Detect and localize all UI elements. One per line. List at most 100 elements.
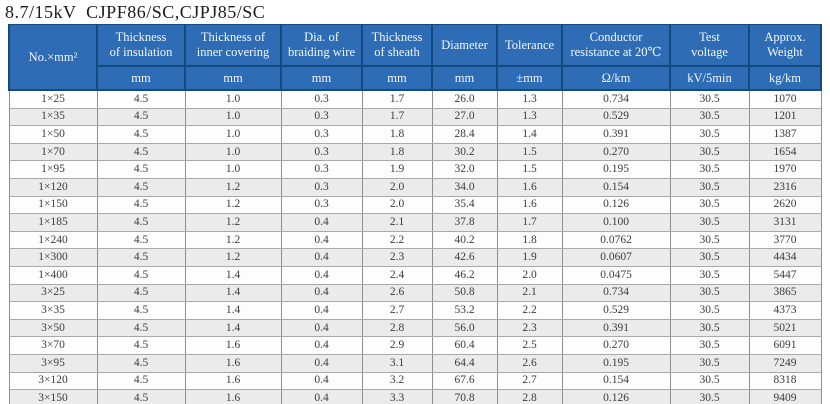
- value-cell: 70.8: [431, 389, 498, 404]
- size-cell: 3×35: [8, 301, 98, 320]
- value-cell: 30.5: [669, 107, 750, 127]
- value-cell: 40.2: [431, 230, 498, 250]
- value-cell: 3131: [748, 213, 822, 232]
- value-cell: 1.2: [184, 248, 282, 267]
- value-cell: 4.5: [96, 248, 186, 267]
- value-cell: 0.4: [280, 389, 363, 404]
- value-cell: 1.2: [184, 213, 282, 232]
- unit-diameter: mm: [431, 65, 498, 91]
- value-cell: 3865: [748, 283, 822, 303]
- value-cell: 4.5: [96, 353, 186, 373]
- value-cell: 56.0: [431, 318, 498, 338]
- value-cell: 2.3: [361, 248, 433, 267]
- table-row: 3×70 4.5 1.6 0.4 2.9 60.4 2.5 0.270 30.5 6091: [8, 336, 822, 355]
- value-cell: 1.9: [496, 248, 563, 267]
- value-cell: 30.5: [669, 336, 750, 355]
- value-cell: 1.0: [184, 125, 282, 144]
- value-cell: 1.7: [361, 107, 433, 127]
- value-cell: 2.8: [496, 389, 563, 404]
- size-cell: 3×95: [8, 353, 98, 373]
- unit-thickness-insulation: mm: [96, 65, 186, 91]
- value-cell: 0.4: [280, 301, 363, 320]
- value-cell: 30.5: [669, 213, 750, 232]
- value-cell: 6091: [748, 336, 822, 355]
- value-cell: 4.5: [96, 125, 186, 144]
- size-cell: 1×50: [8, 125, 98, 144]
- value-cell: 1.8: [361, 142, 433, 162]
- value-cell: 1.4: [184, 265, 282, 285]
- value-cell: 1.8: [361, 125, 433, 144]
- value-cell: 0.391: [561, 318, 671, 338]
- value-cell: 2.0: [361, 177, 433, 197]
- value-cell: 5447: [748, 265, 822, 285]
- value-cell: 2.7: [496, 371, 563, 391]
- value-cell: 0.0762: [561, 230, 671, 250]
- value-cell: 30.5: [669, 195, 750, 215]
- value-cell: 1.9: [361, 160, 433, 179]
- value-cell: 0.0607: [561, 248, 671, 267]
- unit-dia-braiding-wire: mm: [280, 65, 363, 91]
- value-cell: 0.4: [280, 336, 363, 355]
- table-row: 1×300 4.5 1.2 0.4 2.3 42.6 1.9 0.0607 30.5 4434: [8, 248, 822, 267]
- size-cell: 3×50: [8, 318, 98, 338]
- value-cell: 4.5: [96, 230, 186, 250]
- value-cell: 1.2: [184, 177, 282, 197]
- value-cell: 0.529: [561, 107, 671, 127]
- value-cell: 1.0: [184, 160, 282, 179]
- header-unit-row: mm mm mm mm mm ±mm Ω/km kV/5min kg/km: [9, 65, 822, 91]
- size-cell: 1×120: [8, 177, 98, 197]
- value-cell: 1.3: [496, 89, 563, 109]
- value-cell: 0.195: [561, 353, 671, 373]
- value-cell: 2.2: [496, 301, 563, 320]
- value-cell: 5021: [748, 318, 822, 338]
- value-cell: 1.6: [184, 353, 282, 373]
- value-cell: 0.4: [280, 265, 363, 285]
- value-cell: 4.5: [96, 177, 186, 197]
- value-cell: 28.4: [431, 125, 498, 144]
- column-header-thickness-sheath: Thickness of sheath: [361, 24, 433, 67]
- value-cell: 1.4: [496, 125, 563, 144]
- value-cell: 0.270: [561, 142, 671, 162]
- value-cell: 4.5: [96, 283, 186, 303]
- value-cell: 46.2: [431, 265, 498, 285]
- table-row: 1×240 4.5 1.2 0.4 2.2 40.2 1.8 0.0762 30.5 3770: [8, 230, 822, 250]
- value-cell: 4.5: [96, 389, 186, 404]
- value-cell: 4.5: [96, 318, 186, 338]
- value-cell: 1.4: [184, 318, 282, 338]
- column-header-approx-weight: Approx. Weight: [748, 24, 822, 67]
- value-cell: 1387: [748, 125, 822, 144]
- value-cell: 1201: [748, 107, 822, 127]
- value-cell: 30.5: [669, 230, 750, 250]
- value-cell: 30.5: [669, 160, 750, 179]
- value-cell: 67.6: [431, 371, 498, 391]
- table-row: 3×35 4.5 1.4 0.4 2.7 53.2 2.2 0.529 30.5 4373: [8, 301, 822, 320]
- value-cell: 0.4: [280, 353, 363, 373]
- value-cell: 30.5: [669, 248, 750, 267]
- unit-test-voltage: kV/5min: [669, 65, 750, 91]
- size-cell: 1×95: [8, 160, 98, 179]
- value-cell: 0.270: [561, 336, 671, 355]
- value-cell: 0.154: [561, 177, 671, 197]
- unit-thickness-sheath: mm: [361, 65, 433, 91]
- column-header-test-voltage: Test voltage: [669, 24, 750, 67]
- value-cell: 4.5: [96, 107, 186, 127]
- value-cell: 35.4: [431, 195, 498, 215]
- value-cell: 0.4: [280, 248, 363, 267]
- value-cell: 1.7: [361, 89, 433, 109]
- value-cell: 1970: [748, 160, 822, 179]
- value-cell: 0.734: [561, 89, 671, 109]
- value-cell: 0.3: [280, 125, 363, 144]
- value-cell: 37.8: [431, 213, 498, 232]
- table-row: 3×120 4.5 1.6 0.4 3.2 67.6 2.7 0.154 30.5 8318: [8, 371, 822, 391]
- value-cell: 0.734: [561, 283, 671, 303]
- size-cell: 1×185: [8, 213, 98, 232]
- header-label-row: No.×mm² Thickness of insulation Thicknes…: [8, 24, 822, 91]
- value-cell: 0.3: [280, 89, 363, 109]
- table-row: 1×35 4.5 1.0 0.3 1.7 27.0 1.3 0.529 30.5 1201: [8, 107, 822, 127]
- value-cell: 42.6: [431, 248, 498, 267]
- value-cell: 34.0: [431, 177, 498, 197]
- size-cell: 1×300: [8, 248, 98, 267]
- value-cell: 2.1: [496, 283, 563, 303]
- value-cell: 1.0: [184, 89, 282, 109]
